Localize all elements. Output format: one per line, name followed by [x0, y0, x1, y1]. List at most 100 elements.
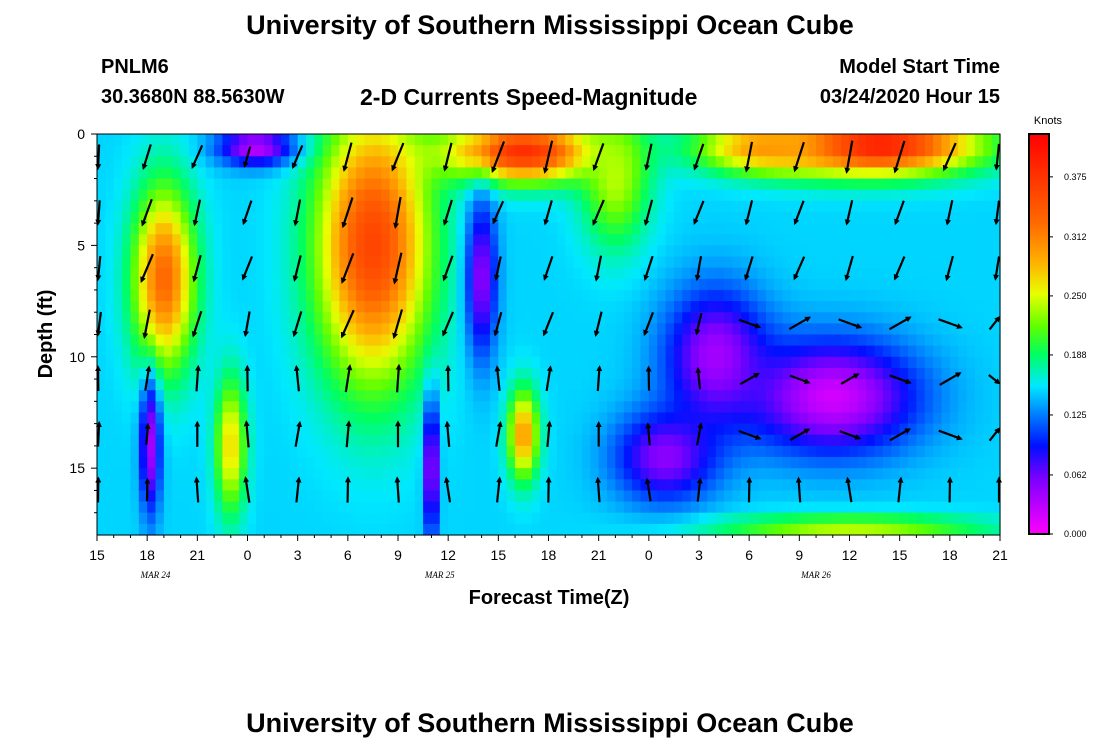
heatmap-cell	[464, 468, 474, 480]
heatmap-cell	[414, 223, 424, 235]
heatmap-cell	[347, 234, 357, 246]
heatmap-cell	[423, 178, 433, 191]
heatmap-cell	[473, 434, 483, 447]
heatmap-cell	[849, 445, 859, 458]
heatmap-cell	[757, 189, 767, 202]
heatmap-cell	[991, 323, 1001, 336]
heatmap-cell	[949, 134, 959, 146]
heatmap-cell	[230, 334, 240, 347]
heatmap-cell	[97, 323, 106, 336]
heatmap-cell	[573, 501, 583, 514]
current-arrow	[938, 318, 963, 329]
heatmap-cell	[264, 390, 274, 402]
heatmap-cell	[515, 479, 525, 492]
x-tick-label: 12	[440, 547, 456, 563]
heatmap-cell	[782, 156, 792, 169]
heatmap-cell	[214, 223, 224, 235]
heatmap-cell	[297, 134, 307, 146]
heatmap-cell	[849, 490, 859, 503]
heatmap-cell	[774, 312, 784, 324]
heatmap-cell	[138, 200, 148, 213]
heatmap-cell	[891, 211, 901, 224]
heatmap-cell	[732, 167, 742, 180]
heatmap-cell	[431, 156, 441, 169]
heatmap-cell	[431, 479, 441, 492]
heatmap-cell	[138, 256, 148, 269]
heatmap-cell	[331, 334, 341, 347]
heatmap-cell	[849, 134, 859, 146]
heatmap-cell	[573, 134, 583, 146]
heatmap-cell	[899, 189, 909, 202]
heatmap-cell	[891, 189, 901, 202]
heatmap-cell	[205, 167, 215, 180]
heatmap-cell	[364, 512, 374, 525]
heatmap-cell	[347, 412, 357, 425]
heatmap-cell	[540, 145, 550, 157]
heatmap-cell	[264, 156, 274, 169]
heatmap-cell	[280, 167, 290, 180]
heatmap-cell	[456, 379, 466, 391]
heatmap-cell	[398, 278, 407, 291]
heatmap-cell	[799, 156, 809, 169]
heatmap-cell	[97, 301, 106, 313]
heatmap-cell	[381, 345, 391, 358]
heatmap-cell	[665, 278, 675, 291]
heatmap-cell	[255, 323, 265, 336]
heatmap-cell	[247, 145, 257, 157]
heatmap-cell	[431, 490, 441, 503]
heatmap-cell	[381, 223, 391, 235]
heatmap-cell	[155, 211, 165, 224]
heatmap-cell	[941, 356, 951, 369]
heatmap-cell	[857, 345, 867, 358]
heatmap-cell	[824, 512, 834, 525]
heatmap-cell	[832, 189, 842, 202]
heatmap-cell	[581, 134, 591, 146]
heatmap-cell	[122, 401, 132, 414]
heatmap-cell	[757, 256, 767, 269]
heatmap-cell	[197, 523, 207, 536]
heatmap-cell	[949, 145, 959, 157]
heatmap-cell	[548, 234, 558, 246]
heatmap-cell	[498, 267, 508, 280]
heatmap-cell	[548, 189, 558, 202]
heatmap-cell	[908, 245, 917, 258]
heatmap-cell	[874, 468, 884, 480]
current-arrow	[545, 365, 553, 392]
heatmap-cell	[916, 278, 926, 291]
current-arrow	[543, 200, 553, 226]
heatmap-cell	[590, 211, 600, 224]
heatmap-cell	[874, 356, 884, 369]
heatmap-cell	[824, 523, 834, 536]
heatmap-cell	[255, 434, 265, 447]
heatmap-cell	[732, 434, 742, 447]
heatmap-cell	[489, 301, 499, 313]
heatmap-cell	[665, 401, 675, 414]
heatmap-cell	[958, 523, 968, 536]
heatmap-cell	[239, 523, 249, 536]
heatmap-cell	[147, 345, 157, 358]
heatmap-cell	[556, 312, 566, 324]
heatmap-cell	[648, 245, 658, 258]
heatmap-cell	[381, 134, 391, 146]
heatmap-cell	[339, 345, 349, 358]
heatmap-cell	[197, 423, 207, 436]
heatmap-cell	[473, 156, 483, 169]
heatmap-cell	[581, 379, 591, 391]
current-arrow	[140, 253, 154, 283]
heatmap-cell	[607, 178, 616, 191]
heatmap-cell	[966, 312, 976, 324]
current-arrow	[993, 200, 1001, 226]
heatmap-cell	[824, 289, 834, 302]
heatmap-cell	[439, 512, 449, 525]
heatmap-cell	[255, 134, 265, 146]
current-arrow	[193, 476, 200, 503]
heatmap-cell	[807, 234, 817, 246]
heatmap-cell	[724, 256, 734, 269]
heatmap-cell	[849, 211, 859, 224]
heatmap-cell	[623, 200, 633, 213]
heatmap-cell	[665, 301, 675, 313]
heatmap-cell	[799, 468, 809, 480]
heatmap-cell	[565, 345, 575, 358]
heatmap-cell	[849, 412, 859, 425]
heatmap-cell	[381, 267, 391, 280]
